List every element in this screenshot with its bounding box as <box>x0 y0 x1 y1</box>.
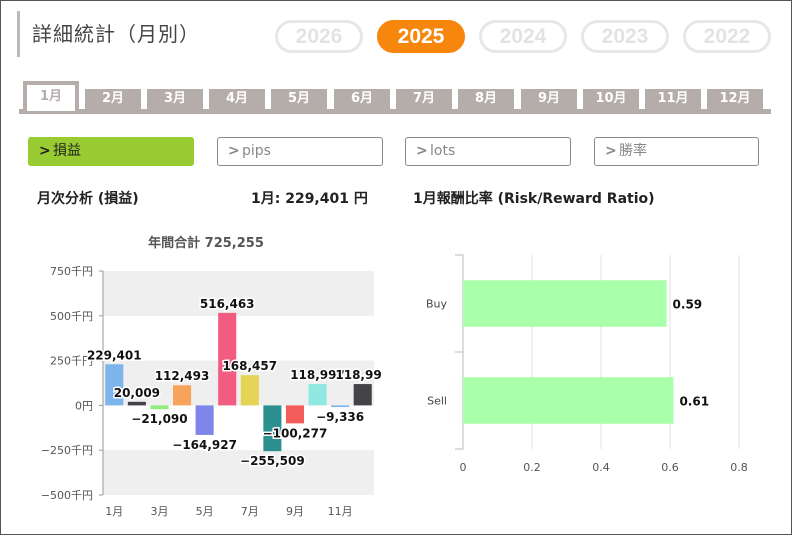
x-tick-label: 5月 <box>196 505 214 518</box>
data-label: 20,009 <box>114 386 160 400</box>
chart-title: 年間合計 725,255 <box>148 235 264 251</box>
x-tick-label: 0.2 <box>523 461 541 474</box>
page-title: 詳細統計（月別） <box>32 22 200 46</box>
risk-reward-title: 1月報酬比率 (Risk/Reward Ratio) <box>413 191 655 207</box>
data-label: −164,927 <box>172 438 237 452</box>
bar <box>195 405 214 435</box>
bar <box>127 401 146 406</box>
plot-band <box>103 360 374 406</box>
selected-month-summary: 1月: 229,401 円 <box>251 191 368 207</box>
data-label: 112,493 <box>155 369 210 383</box>
year-button-2024[interactable]: 2024 <box>479 20 567 53</box>
bar <box>463 280 667 327</box>
data-label: −255,509 <box>240 454 305 468</box>
bar <box>263 405 282 452</box>
tab-month-7[interactable]: 7月 <box>396 89 452 109</box>
tab-month-1[interactable]: 1月 <box>23 81 79 111</box>
plot-band <box>103 271 374 316</box>
tab-month-2[interactable]: 2月 <box>85 89 141 109</box>
x-tick-label: 9月 <box>286 505 304 518</box>
metric-button-pips[interactable]: > pips <box>217 137 383 166</box>
chevron-right-icon: > <box>39 143 51 159</box>
chevron-right-icon: > <box>416 143 428 159</box>
data-label: −9,336 <box>316 410 364 424</box>
data-label: 229,401 <box>87 348 142 362</box>
metric-button-lots[interactable]: > lots <box>405 137 571 166</box>
tab-month-5[interactable]: 5月 <box>271 89 327 109</box>
year-button-2026[interactable]: 2026 <box>275 20 363 53</box>
x-tick-label: 1月 <box>105 505 123 518</box>
tab-month-8[interactable]: 8月 <box>458 89 514 109</box>
data-label: 0.61 <box>679 395 709 409</box>
chevron-right-icon: > <box>605 143 617 159</box>
bar <box>105 364 124 406</box>
x-tick-label: 7月 <box>241 505 259 518</box>
plot-band <box>103 450 374 495</box>
y-tick-label: 750千円 <box>50 265 93 278</box>
y-tick-label: 500千円 <box>50 310 93 323</box>
data-label: 118,997 <box>335 368 381 382</box>
bar <box>308 384 327 406</box>
bar <box>218 312 237 406</box>
data-label: 516,463 <box>200 297 255 311</box>
data-label: 0.59 <box>673 298 703 312</box>
tab-month-10[interactable]: 10月 <box>583 89 639 109</box>
tab-month-12[interactable]: 12月 <box>707 89 763 109</box>
metric-label: lots <box>430 143 456 159</box>
data-label: −21,090 <box>131 412 187 426</box>
metric-label: pips <box>242 143 271 159</box>
bar <box>150 405 169 410</box>
x-tick-label: 0.6 <box>661 461 679 474</box>
y-tick-label: −250千円 <box>41 444 93 457</box>
bar <box>285 405 304 424</box>
bar <box>353 384 372 406</box>
chevron-right-icon: > <box>228 143 240 159</box>
x-tick-label: 0 <box>460 461 467 474</box>
data-label: 168,457 <box>222 359 277 373</box>
data-label: −100,277 <box>263 426 328 440</box>
bar <box>463 377 674 424</box>
y-tick-label: 0円 <box>75 399 93 412</box>
category-label: Buy <box>426 298 448 311</box>
bar <box>331 405 350 408</box>
bar <box>240 375 259 406</box>
data-label: 118,997 <box>290 368 345 382</box>
bar <box>173 385 192 406</box>
x-tick-label: 0.8 <box>730 461 748 474</box>
year-button-2025[interactable]: 2025 <box>377 20 465 53</box>
metric-button-winrate[interactable]: > 勝率 <box>594 137 759 166</box>
monthly-analysis-title: 月次分析 (損益) <box>37 191 139 207</box>
x-tick-label: 3月 <box>150 505 168 518</box>
tab-month-11[interactable]: 11月 <box>645 89 701 109</box>
x-tick-label: 0.4 <box>592 461 610 474</box>
metric-label: 損益 <box>53 143 81 159</box>
tab-month-4[interactable]: 4月 <box>209 89 265 109</box>
tab-month-3[interactable]: 3月 <box>147 89 203 109</box>
y-tick-label: −500千円 <box>41 489 93 502</box>
metric-button-pl[interactable]: > 損益 <box>28 137 194 166</box>
category-label: Sell <box>427 395 447 408</box>
year-button-2023[interactable]: 2023 <box>581 20 669 53</box>
x-tick-label: 11月 <box>328 505 353 518</box>
month-tabs: 1月 2月 3月 4月 5月 6月 7月 8月 9月 10月 11月 12月 <box>19 81 771 114</box>
metric-label: 勝率 <box>619 143 647 159</box>
risk-reward-chart: 0 0.2 0.4 0.6 0.8 0.59 Buy 0.61 Sell <box>426 254 748 474</box>
year-button-2022[interactable]: 2022 <box>683 20 771 53</box>
monthly-pl-chart: 年間合計 725,255 750千円 500千円 250千円 0円 −250千円 −500… <box>41 235 381 518</box>
year-selector: 2026 2025 2024 2023 2022 <box>275 20 771 53</box>
y-tick-label: 250千円 <box>50 355 93 368</box>
header: 詳細統計（月別） <box>17 11 200 57</box>
tab-month-6[interactable]: 6月 <box>334 89 390 109</box>
tab-month-9[interactable]: 9月 <box>521 89 577 109</box>
